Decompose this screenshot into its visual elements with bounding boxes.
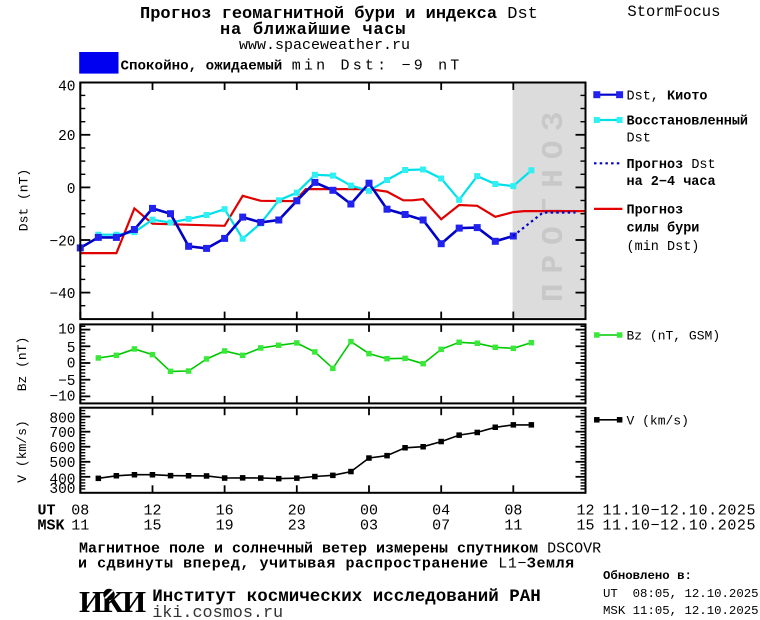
svg-text:на ближайшие часы: на ближайшие часы [220, 21, 406, 40]
svg-text:15: 15 [143, 518, 161, 535]
svg-text:MSK: MSK [38, 518, 65, 535]
svg-text:силы бури: силы бури [627, 221, 700, 237]
svg-text:Прогноз геомагнитной бури и ин: Прогноз геомагнитной бури и индекса Dst [140, 5, 538, 24]
svg-text:UT 08:05, 12.10.2025: UT 08:05, 12.10.2025 [603, 587, 759, 601]
svg-text:20: 20 [58, 129, 75, 145]
svg-text:Dst (nT): Dst (nT) [17, 169, 32, 231]
svg-text:19: 19 [216, 518, 234, 535]
svg-text:400: 400 [49, 473, 75, 489]
svg-text:04: 04 [432, 503, 450, 520]
svg-text:10: 10 [58, 323, 75, 339]
svg-text:StormFocus: StormFocus [627, 3, 720, 21]
svg-text:15: 15 [576, 518, 594, 535]
svg-text:20: 20 [288, 503, 306, 520]
svg-text:−20: −20 [49, 234, 75, 250]
svg-text:и сдвинуты вперед, учитывая ра: и сдвинуты вперед, учитывая распростране… [78, 556, 575, 573]
svg-text:11: 11 [504, 518, 522, 535]
svg-text:300: 300 [49, 482, 75, 498]
svg-text:Магнитное поле и солнечный вет: Магнитное поле и солнечный ветер измерен… [79, 541, 601, 558]
svg-text:−40: −40 [49, 287, 75, 303]
svg-text:16: 16 [216, 503, 234, 520]
svg-text:−10: −10 [49, 389, 75, 405]
svg-text:5: 5 [67, 341, 76, 357]
svg-text:V (km/s): V (km/s) [15, 420, 30, 482]
svg-text:0: 0 [67, 357, 76, 373]
svg-text:Обновлено в:: Обновлено в: [603, 568, 692, 583]
svg-text:(min Dst): (min Dst) [627, 240, 700, 255]
svg-text:−5: −5 [58, 374, 75, 390]
svg-text:Прогноз Dst: Прогноз Dst [627, 158, 716, 173]
svg-text:11.10−12.10.2025: 11.10−12.10.2025 [603, 503, 757, 520]
svg-text:700: 700 [49, 426, 75, 442]
svg-text:Bz (nT, GSM): Bz (nT, GSM) [627, 329, 721, 344]
svg-text:Восстановленный: Восстановленный [627, 115, 749, 130]
svg-text:11.10−12.10.2025: 11.10−12.10.2025 [603, 518, 757, 535]
svg-text:08: 08 [504, 503, 522, 520]
svg-text:MSK 11:05, 12.10.2025: MSK 11:05, 12.10.2025 [603, 604, 759, 618]
svg-text:40: 40 [58, 79, 75, 95]
svg-text:на 2−4 часа: на 2−4 часа [627, 175, 716, 190]
svg-text:12: 12 [576, 503, 594, 520]
svg-text:23: 23 [288, 518, 306, 535]
svg-text:0: 0 [67, 182, 76, 198]
svg-text:600: 600 [49, 441, 75, 457]
svg-text:Прогноз: Прогноз [627, 203, 684, 218]
svg-text:Спокойно, ожидаемый: Спокойно, ожидаемый [121, 59, 283, 75]
svg-text:800: 800 [49, 411, 75, 427]
svg-text:ИКИ: ИКИ [79, 584, 146, 619]
svg-text:500: 500 [49, 456, 75, 472]
svg-text:08: 08 [71, 503, 89, 520]
svg-text:min Dst: −9 nT: min Dst: −9 nT [292, 58, 463, 75]
svg-text:12: 12 [143, 503, 161, 520]
svg-text:www.spaceweather.ru: www.spaceweather.ru [239, 37, 410, 54]
svg-text:Dst, Киото: Dst, Киото [627, 90, 708, 105]
svg-text:Dst: Dst [627, 132, 651, 147]
svg-text:ПРОГНОЗ: ПРОГНОЗ [537, 102, 572, 302]
svg-text:iki.cosmos.ru: iki.cosmos.ru [152, 604, 283, 620]
svg-text:11: 11 [71, 518, 89, 535]
svg-text:07: 07 [432, 518, 450, 535]
svg-text:V (km/s): V (km/s) [627, 414, 689, 429]
svg-text:03: 03 [360, 518, 378, 535]
svg-text:00: 00 [360, 503, 378, 520]
svg-text:Bz (nT): Bz (nT) [15, 337, 30, 392]
svg-text:Институт космических исследова: Институт космических исследований РАН [152, 587, 541, 607]
svg-text:UT: UT [38, 503, 56, 520]
